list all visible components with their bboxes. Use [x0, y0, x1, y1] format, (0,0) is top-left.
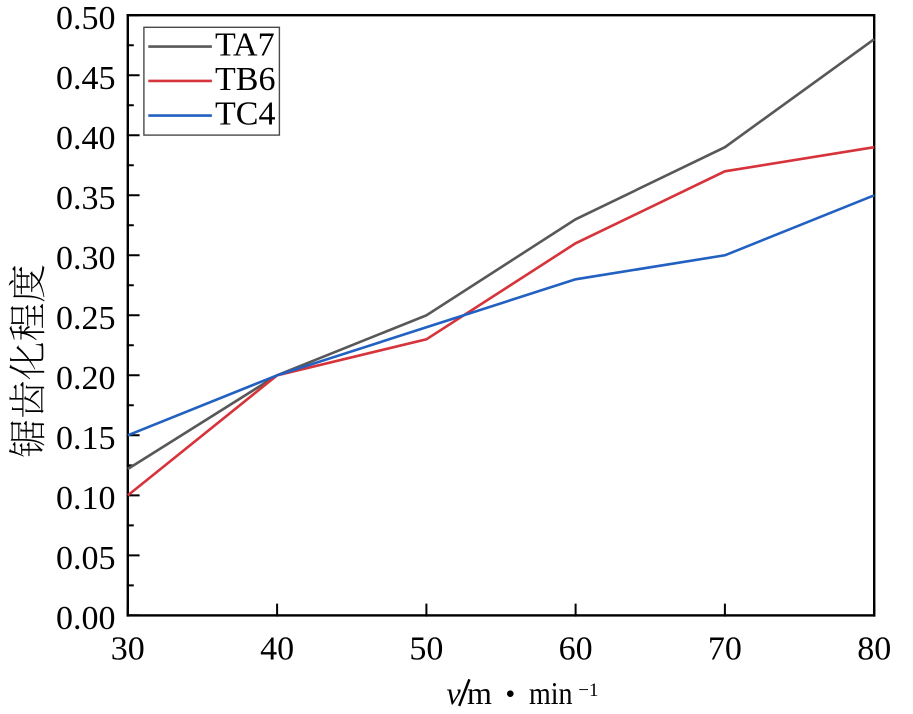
svg-text:TC4: TC4: [215, 96, 275, 133]
svg-text:70: 70: [708, 631, 742, 668]
svg-text:50: 50: [409, 631, 443, 668]
svg-text:40: 40: [260, 631, 294, 668]
svg-text:m: m: [467, 675, 492, 709]
svg-text:0.25: 0.25: [56, 300, 116, 337]
svg-text:TB6: TB6: [215, 61, 275, 98]
svg-text:0.10: 0.10: [56, 480, 116, 517]
svg-text:TA7: TA7: [215, 27, 275, 64]
svg-text:0.30: 0.30: [56, 240, 116, 277]
svg-text:0.20: 0.20: [56, 360, 116, 397]
svg-text:−1: −1: [578, 680, 598, 701]
svg-text:0.15: 0.15: [56, 420, 116, 457]
svg-text:30: 30: [111, 631, 145, 668]
svg-text:80: 80: [857, 631, 891, 668]
svg-text:v: v: [447, 675, 462, 709]
svg-text:60: 60: [559, 631, 593, 668]
svg-text:0.40: 0.40: [56, 120, 116, 157]
svg-text:0.00: 0.00: [56, 600, 116, 637]
svg-text:0.45: 0.45: [56, 60, 116, 97]
svg-text:0.35: 0.35: [56, 180, 116, 217]
svg-text:0.05: 0.05: [56, 540, 116, 577]
svg-text:0.50: 0.50: [56, 0, 116, 37]
svg-text:min: min: [529, 675, 573, 709]
